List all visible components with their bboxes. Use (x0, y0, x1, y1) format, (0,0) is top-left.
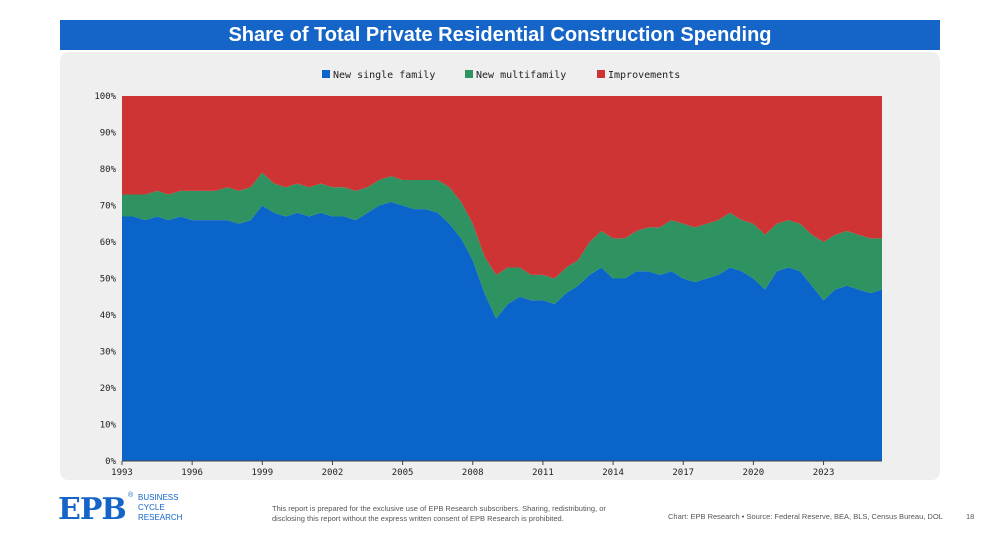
y-tick-label: 40% (100, 311, 117, 321)
legend: New single family New multifamily Improv… (322, 70, 680, 81)
registered-mark: ® (128, 492, 134, 499)
y-tick-label: 60% (100, 238, 117, 248)
legend-swatch-single-family (322, 70, 330, 78)
x-tick-label: 2020 (743, 468, 765, 478)
y-tick-label: 100% (94, 92, 116, 102)
chart-title: Share of Total Private Residential Const… (60, 20, 940, 50)
brand-name: BUSINESS CYCLE RESEARCH (138, 493, 182, 523)
y-tick-label: 30% (100, 348, 117, 358)
x-tick-label: 2014 (602, 468, 624, 478)
source-text: Chart: EPB Research • Source: Federal Re… (668, 512, 943, 521)
legend-label-improvements: Improvements (608, 70, 680, 81)
x-tick-label: 1993 (111, 468, 133, 478)
x-tick-label: 2023 (813, 468, 835, 478)
brand-line: CYCLE (138, 503, 165, 512)
legend-swatch-improvements (597, 70, 605, 78)
y-tick-label: 10% (100, 421, 117, 431)
area-multifamily (122, 172, 882, 319)
brand-line: BUSINESS (138, 493, 179, 502)
x-tick-label: 2002 (322, 468, 344, 478)
x-tick-label: 2017 (672, 468, 694, 478)
legend-swatch-multifamily (465, 70, 473, 78)
epb-logo: EPB (58, 492, 127, 527)
x-axis: 1993 1996 1999 2002 2005 2008 2011 2014 2017 2020… (111, 460, 882, 478)
legend-label-single-family: New single family (333, 70, 435, 81)
x-tick-label: 2005 (392, 468, 414, 478)
disclaimer-text: This report is prepared for the exclusiv… (272, 504, 606, 523)
page-number: 18 (966, 512, 975, 521)
area-improvements (122, 96, 882, 279)
y-axis: 0% 10% 20% 30% 40% 50% 60% 70% 80% 90% 100% (94, 92, 116, 467)
y-tick-label: 0% (105, 457, 116, 467)
y-tick-label: 70% (100, 202, 117, 212)
plot-areas (122, 96, 882, 461)
stacked-area-chart: New single family New multifamily Improv… (94, 70, 882, 478)
y-tick-label: 50% (100, 275, 117, 285)
x-tick-label: 2011 (532, 468, 554, 478)
y-tick-label: 20% (100, 384, 117, 394)
y-tick-label: 80% (100, 165, 117, 175)
legend-label-multifamily: New multifamily (476, 70, 566, 81)
x-tick-label: 1999 (251, 468, 273, 478)
area-single-family (122, 201, 882, 461)
brand-line: RESEARCH (138, 513, 183, 522)
x-tick-label: 2008 (462, 468, 484, 478)
footer: EPB ® BUSINESS CYCLE RESEARCH This repor… (0, 492, 1000, 532)
x-tick-label: 1996 (181, 468, 203, 478)
y-tick-label: 90% (100, 129, 117, 139)
